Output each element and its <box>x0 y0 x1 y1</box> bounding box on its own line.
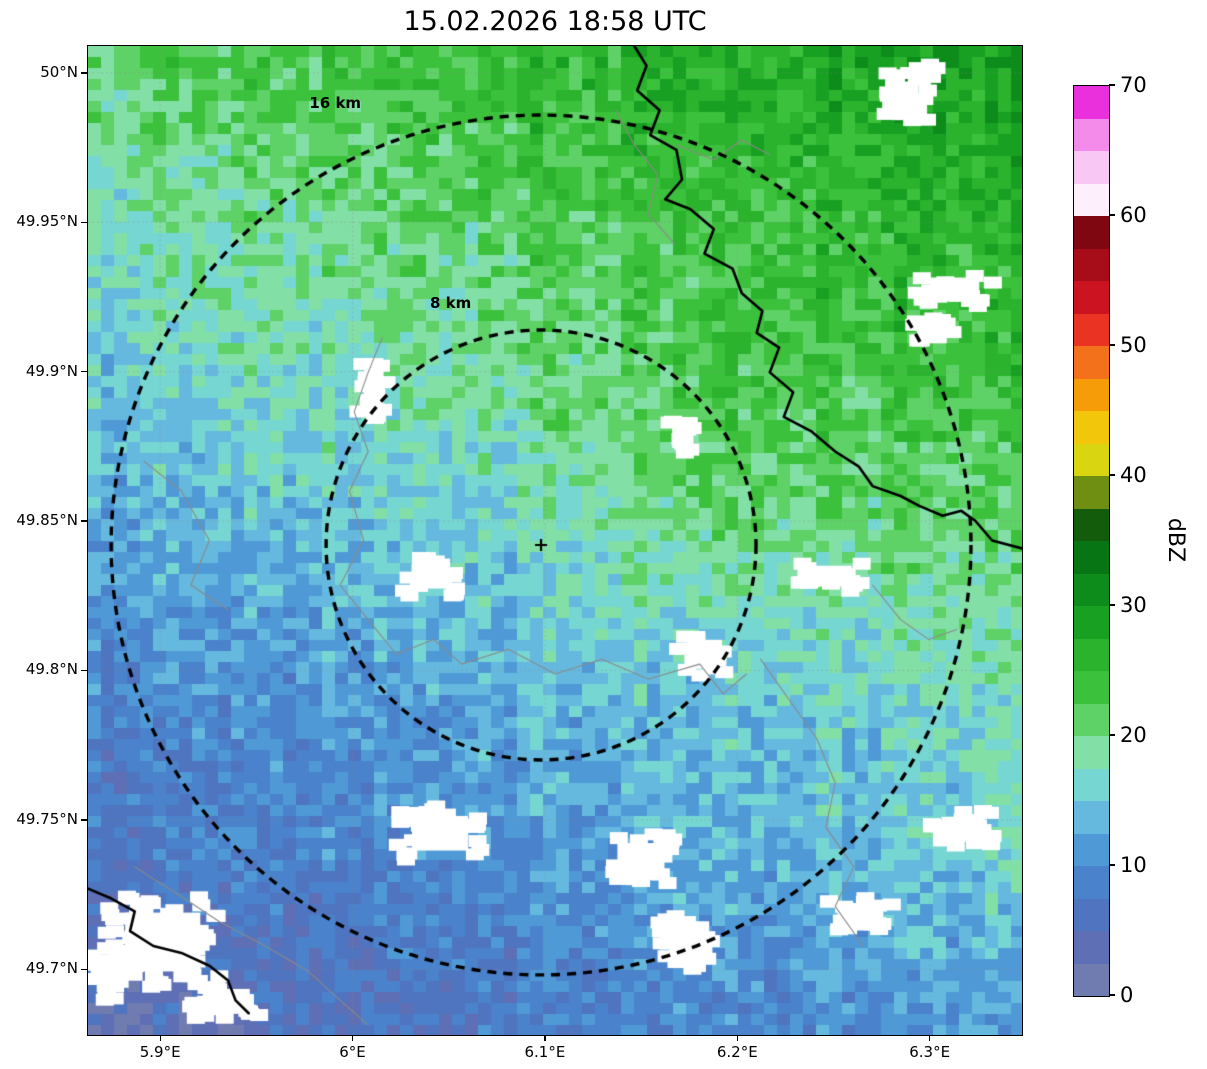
colorbar-segment <box>1074 443 1109 476</box>
colorbar <box>1073 85 1110 997</box>
colorbar-segment <box>1074 378 1109 411</box>
x-tick-mark <box>929 1035 931 1041</box>
colorbar-segment <box>1074 606 1109 639</box>
y-tick-label: 50°N <box>40 62 78 81</box>
colorbar-tick-mark <box>1109 604 1115 606</box>
colorbar-segment <box>1074 573 1109 606</box>
y-tick-label: 49.85°N <box>16 511 78 530</box>
x-tick-mark <box>351 1035 354 1041</box>
colorbar-tick-label: 0 <box>1120 983 1134 1007</box>
colorbar-segment <box>1074 476 1109 509</box>
colorbar-tick-label: 10 <box>1120 853 1147 877</box>
colorbar-segment <box>1074 86 1109 119</box>
colorbar-tick-mark <box>1109 734 1115 736</box>
chart-title: 15.02.2026 18:58 UTC <box>403 6 707 37</box>
colorbar-tick-mark <box>1109 84 1115 86</box>
colorbar-segment <box>1074 216 1109 249</box>
colorbar-segment <box>1074 768 1109 801</box>
colorbar-segment <box>1074 638 1109 671</box>
colorbar-tick-mark <box>1109 344 1115 346</box>
y-tick-mark <box>81 520 87 522</box>
x-tick-label: 6.1°E <box>524 1043 566 1061</box>
x-tick-label: 5.9°E <box>139 1043 181 1061</box>
colorbar-segment <box>1074 931 1109 964</box>
y-tick-mark <box>81 819 87 821</box>
colorbar-segment <box>1074 183 1109 216</box>
y-tick-label: 49.75°N <box>16 809 78 828</box>
colorbar-segment <box>1074 898 1109 931</box>
y-tick-label: 49.7°N <box>25 959 78 978</box>
colorbar-tick-mark <box>1109 214 1115 216</box>
colorbar-segment <box>1074 346 1109 379</box>
radar-map: 16 km 8 km <box>87 45 1023 1036</box>
colorbar-tick-label: 50 <box>1120 333 1147 357</box>
y-tick-label: 49.9°N <box>25 361 78 380</box>
x-tick-label: 6.3°E <box>909 1043 951 1061</box>
colorbar-segment <box>1074 508 1109 541</box>
colorbar-label: dBZ <box>1163 517 1188 563</box>
radar-field-canvas <box>88 46 1022 1035</box>
colorbar-segment <box>1074 736 1109 769</box>
y-tick-mark <box>81 221 87 223</box>
colorbar-segment <box>1074 801 1109 834</box>
colorbar-segment <box>1074 248 1109 281</box>
colorbar-segment <box>1074 118 1109 151</box>
colorbar-tick-mark <box>1109 474 1115 476</box>
y-tick-mark <box>81 669 87 672</box>
colorbar-tick-mark <box>1109 994 1115 996</box>
colorbar-tick-label: 40 <box>1120 463 1147 487</box>
colorbar-segment <box>1074 671 1109 704</box>
x-tick-mark <box>736 1035 738 1041</box>
colorbar-segment <box>1074 703 1109 736</box>
x-tick-mark <box>159 1035 161 1041</box>
y-tick-mark <box>81 371 87 373</box>
x-tick-mark <box>544 1035 546 1041</box>
y-tick-mark <box>81 968 87 970</box>
y-tick-label: 49.8°N <box>25 660 78 679</box>
x-tick-label: 6°E <box>339 1043 366 1061</box>
colorbar-tick-label: 30 <box>1120 593 1147 617</box>
range-ring-label-16km: 16 km <box>309 93 362 112</box>
colorbar-segment <box>1074 963 1109 996</box>
colorbar-segment <box>1074 281 1109 314</box>
y-tick-label: 49.95°N <box>16 212 78 231</box>
colorbar-tick-mark <box>1109 864 1115 866</box>
colorbar-segment <box>1074 833 1109 866</box>
colorbar-segment <box>1074 866 1109 899</box>
colorbar-segment <box>1074 151 1109 184</box>
colorbar-segment <box>1074 313 1109 346</box>
colorbar-tick-label: 20 <box>1120 723 1147 747</box>
colorbar-tick-label: 60 <box>1120 203 1147 227</box>
colorbar-segment <box>1074 541 1109 574</box>
colorbar-segment <box>1074 411 1109 444</box>
x-tick-label: 6.2°E <box>716 1043 758 1061</box>
range-ring-label-8km: 8 km <box>429 293 472 312</box>
y-tick-mark <box>81 72 87 74</box>
colorbar-tick-label: 70 <box>1120 73 1147 97</box>
